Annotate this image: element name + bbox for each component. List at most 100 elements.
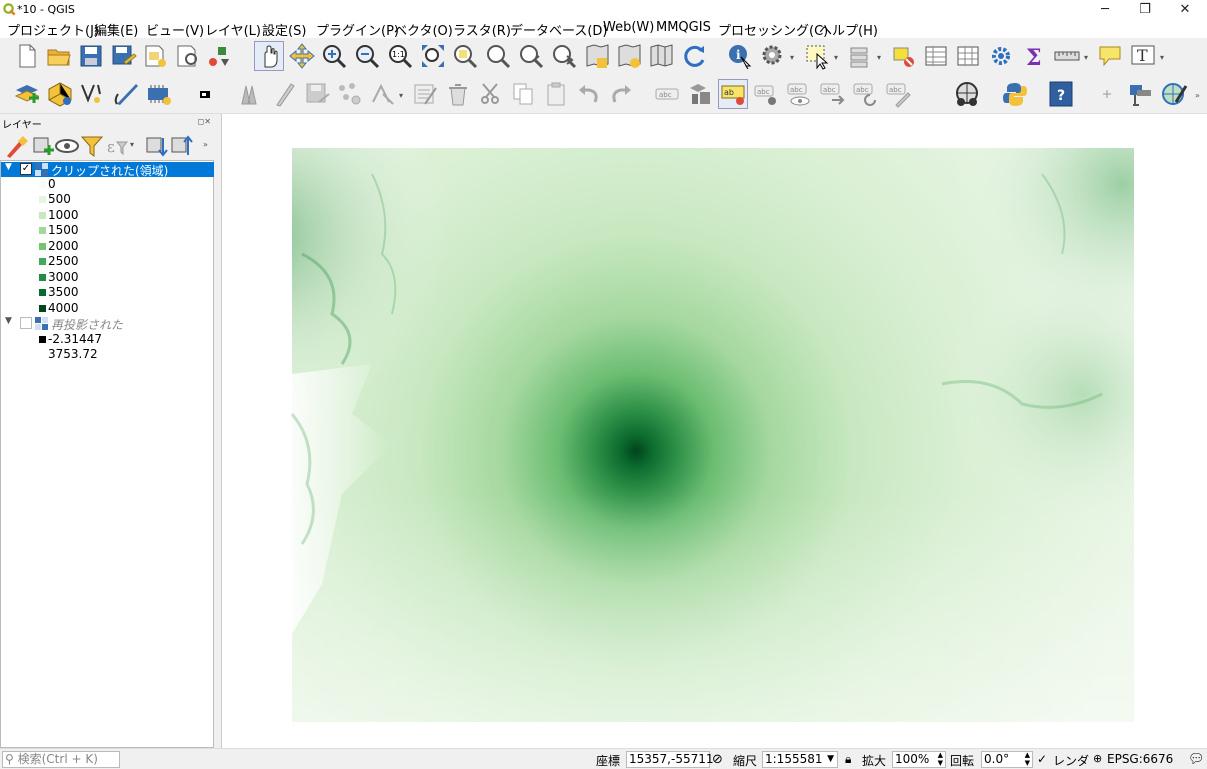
raster-map[interactable] [222,114,1207,748]
pan-map-icon[interactable] [254,41,284,71]
add-group-icon[interactable] [27,131,57,161]
spin-arrows-icon[interactable]: ▲ ▼ [1024,751,1030,767]
crs-globe-icon[interactable]: ⊕ [1093,752,1103,765]
locator-search-input[interactable]: ⚲ 検索(Ctrl + K) [2,751,120,768]
help-icon[interactable]: ? [1046,79,1076,109]
open-project-icon[interactable] [44,41,74,71]
menu-web[interactable]: Web(W) [603,20,655,35]
chevron-down-icon[interactable]: ▼ [5,162,12,172]
restore-button[interactable]: ❐ [1139,2,1151,17]
map-tips-icon[interactable] [1095,41,1125,71]
menu-raster[interactable]: ラスタ(R) [453,24,511,39]
chevron-down-icon[interactable]: ▾ [1160,53,1165,62]
new-geopackage-layer-icon[interactable] [45,79,75,109]
panel-float-close-icon[interactable]: ◻✕ [197,117,211,126]
menu-plugins[interactable]: プラグイン(P) [316,24,399,39]
layer-visibility-checkbox[interactable]: ✓ [20,163,32,175]
zoom-to-layer-icon[interactable] [483,41,513,71]
layout-manager-icon[interactable] [172,41,202,71]
refresh-icon[interactable] [679,41,709,71]
copy-features-icon[interactable] [508,79,538,109]
minimize-button[interactable]: ─ [1101,2,1109,17]
chevron-down-icon[interactable]: ▾ [399,91,404,100]
chevron-down-icon[interactable]: ▾ [130,140,135,149]
highlight-pinned-labels-icon[interactable]: abc [751,79,781,109]
close-button[interactable]: ✕ [1179,2,1191,17]
rotate-label-icon[interactable]: abc [850,79,880,109]
diagram-options-icon[interactable] [685,79,715,109]
zoom-to-selection-icon[interactable] [450,41,480,71]
text-annotation-icon[interactable]: T [1128,41,1158,71]
menu-database[interactable]: データベース(D) [510,24,608,39]
more-tools-icon[interactable]: » [203,140,208,149]
filter-legend-icon[interactable] [77,131,107,161]
deselect-all-icon[interactable] [889,41,919,71]
current-edits-icon[interactable] [237,79,267,109]
cut-features-icon[interactable] [476,79,506,109]
statistical-summary-icon[interactable]: Σ [1019,41,1049,71]
undo-icon[interactable] [574,79,604,109]
render-checkbox[interactable]: ✓ [1037,752,1048,766]
menu-project[interactable]: プロジェクト(J) [7,24,99,39]
zoom-out-icon[interactable] [352,41,382,71]
paste-features-icon[interactable] [541,79,571,109]
style-manager-icon[interactable] [204,41,234,71]
change-label-icon[interactable]: abc [883,79,913,109]
menu-view[interactable]: ビュー(V) [146,24,205,39]
magnifier-spinbox[interactable]: 100% ▲ ▼ [892,751,946,768]
add-point-feature-icon[interactable] [335,79,365,109]
scale-combo[interactable]: 1:155581 ▼ [762,751,838,768]
menu-edit[interactable]: 編集(E) [94,24,139,39]
measure-line-icon[interactable] [1052,41,1082,71]
new-spatialite-layer-icon[interactable] [111,79,141,109]
field-calculator-icon[interactable] [953,41,983,71]
rotation-spinbox[interactable]: 0.0° ▲ ▼ [981,751,1033,768]
data-source-manager-icon[interactable] [12,79,42,109]
label-toolbar-icon[interactable]: abc [652,79,682,109]
attribute-table-icon[interactable] [921,41,951,71]
chevron-down-icon[interactable]: ▼ [5,316,12,326]
crs-label[interactable]: EPSG:6676 [1107,752,1174,766]
new-project-icon[interactable] [12,41,42,71]
menu-mmqgis[interactable]: MMQGIS [656,20,711,35]
menu-help[interactable]: ヘルプ(H) [819,24,878,39]
new-map-view-icon[interactable] [582,41,612,71]
move-label-icon[interactable]: abc [817,79,847,109]
collapse-all-icon[interactable] [167,131,197,161]
save-layer-edits-icon[interactable] [302,79,332,109]
show-hide-labels-icon[interactable]: abc [784,79,814,109]
save-as-icon[interactable] [108,41,138,71]
zoom-last-icon[interactable] [516,41,546,71]
select-by-value-icon[interactable] [845,41,875,71]
delete-selected-icon[interactable] [443,79,473,109]
toggle-editing-icon[interactable] [270,79,300,109]
filter-by-expression-icon[interactable]: ε [102,131,132,161]
new-bookmark-icon[interactable] [614,41,644,71]
modify-attributes-icon[interactable] [410,79,440,109]
processing-toolbox-icon[interactable] [986,41,1016,71]
plugin-tool-icon[interactable] [1126,79,1156,109]
identify-features-icon[interactable]: i [725,41,755,71]
open-layer-styling-icon[interactable] [2,131,32,161]
geocoding-plugin-icon[interactable] [952,79,982,109]
zoom-native-icon[interactable]: 1:1 [385,41,415,71]
zoom-full-icon[interactable] [418,41,448,71]
chevron-down-icon[interactable]: ▾ [877,53,882,62]
menu-layer[interactable]: レイヤ(L) [205,24,261,39]
menu-processing[interactable]: プロセッシング(C) [718,24,829,39]
python-console-icon[interactable] [1000,79,1030,109]
zoom-in-icon[interactable] [319,41,349,71]
new-print-layout-icon[interactable] [140,41,170,71]
zoom-next-icon[interactable] [549,41,579,71]
chevron-down-icon[interactable]: ▼ [827,754,834,764]
spin-arrows-icon[interactable]: ▲ ▼ [937,751,943,767]
chevron-down-icon[interactable]: ▾ [1084,53,1089,62]
new-shapefile-layer-icon[interactable] [78,79,108,109]
save-project-icon[interactable] [76,41,106,71]
menu-vector[interactable]: ベクタ(O) [394,24,453,39]
coordinate-field[interactable]: 15357,-55711 [626,751,714,768]
layer-node-clipped[interactable]: ▼ ✓ クリップされた(領域) [1,162,214,178]
layer-node-reprojected[interactable]: ▼ 再投影された [1,316,214,332]
pan-to-selection-icon[interactable] [287,41,317,71]
redo-icon[interactable] [606,79,636,109]
